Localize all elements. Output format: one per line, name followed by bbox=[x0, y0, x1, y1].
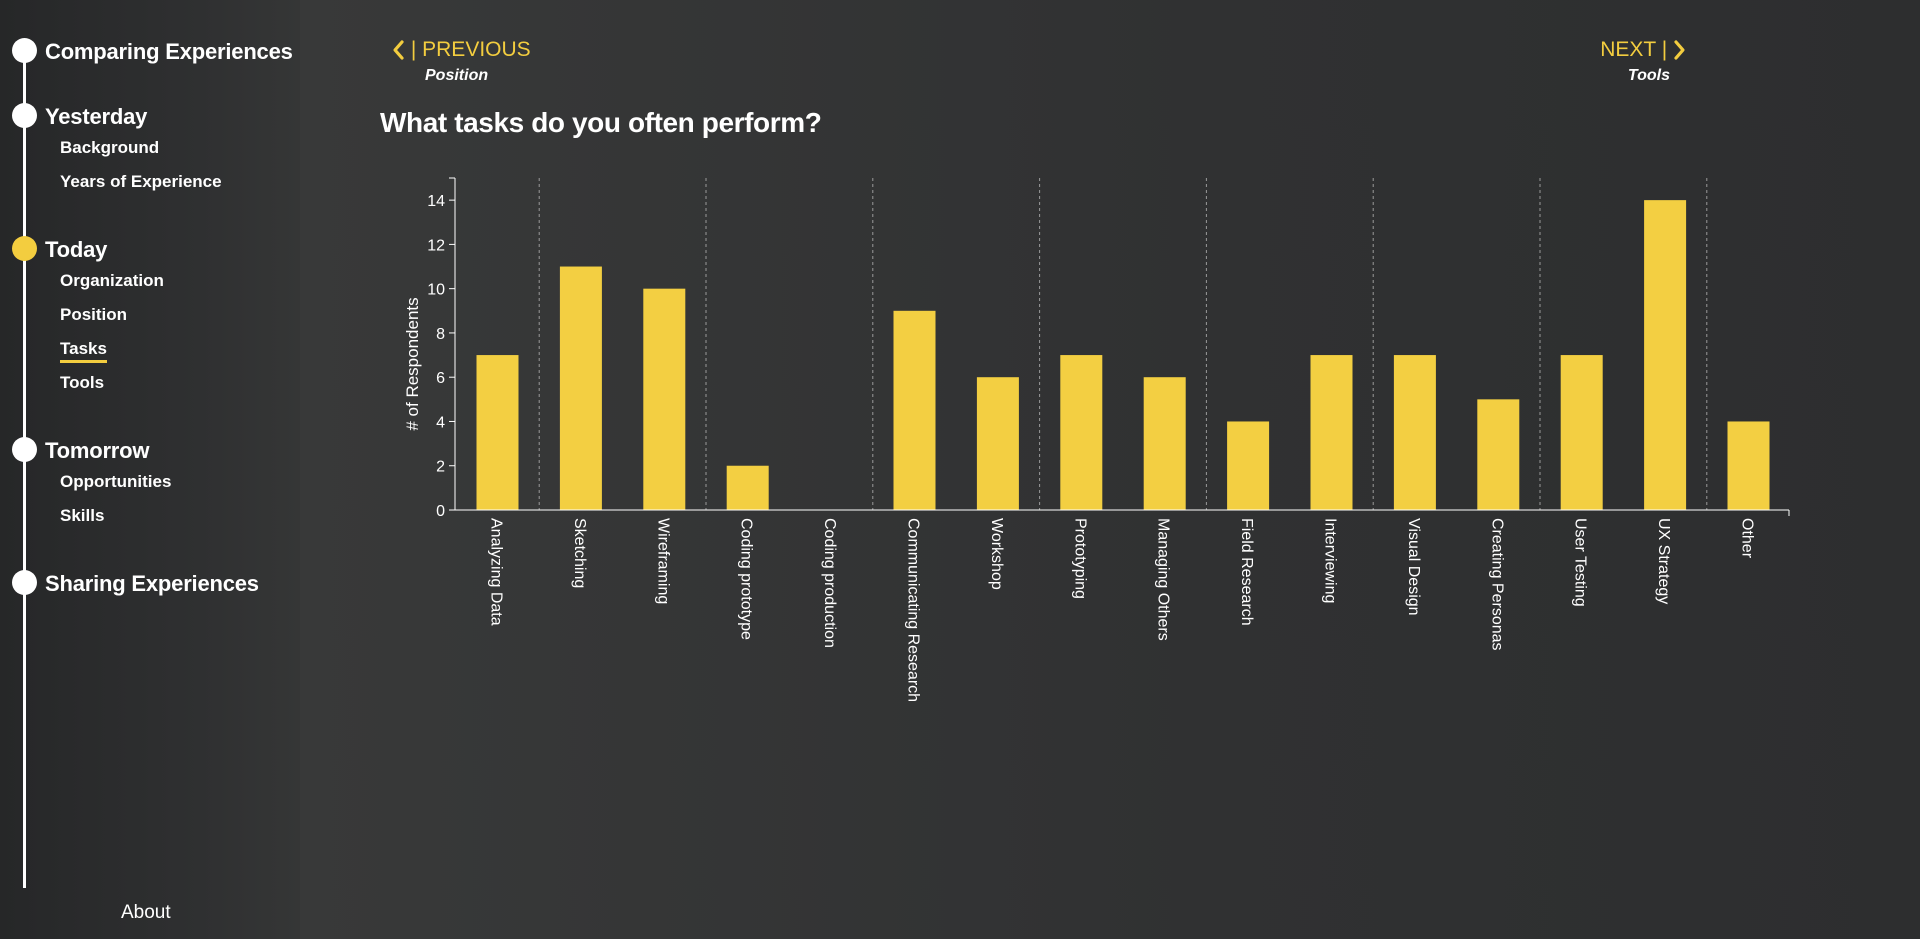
x-tick-label: Coding production bbox=[821, 518, 838, 648]
section-title: Today bbox=[45, 237, 108, 262]
next-button[interactable]: NEXT | bbox=[1600, 38, 1687, 62]
bar bbox=[643, 288, 686, 510]
timeline-dot-icon bbox=[12, 38, 37, 63]
x-tick-label: Creating Personas bbox=[1488, 518, 1505, 651]
y-axis: 0 2 4 6 8 10 12 14 bbox=[427, 177, 456, 520]
bar bbox=[1060, 355, 1103, 510]
section-head-comparing-experiences[interactable]: Comparing Experiences bbox=[0, 36, 300, 66]
bar bbox=[726, 465, 769, 510]
bar bbox=[1727, 421, 1770, 510]
sidebar-item-label: Opportunities bbox=[60, 472, 172, 491]
sidebar-item-opportunities[interactable]: Opportunities bbox=[60, 465, 300, 499]
sidebar-item-years-of-experience[interactable]: Years of Experience bbox=[60, 165, 300, 199]
section-title: Comparing Experiences bbox=[45, 39, 293, 64]
sub-list-yesterday: Background Years of Experience bbox=[0, 131, 300, 199]
chevron-left-icon bbox=[393, 40, 404, 61]
chevron-right-icon bbox=[1674, 40, 1685, 61]
section-sharing-experiences: Sharing Experiences bbox=[0, 568, 300, 598]
bar bbox=[559, 266, 602, 510]
section-tomorrow: Tomorrow Opportunities Skills bbox=[0, 435, 300, 533]
sidebar-nav: Comparing Experiences Yesterday Backgrou… bbox=[0, 0, 300, 939]
x-tick-label: Field Research bbox=[1238, 518, 1255, 626]
sidebar-item-skills[interactable]: Skills bbox=[60, 499, 300, 533]
x-tick-label: Managing Others bbox=[1155, 518, 1172, 641]
sidebar-item-label: Position bbox=[60, 305, 128, 324]
x-tick-label: Analyzing Data bbox=[488, 518, 505, 626]
x-tick-label: Communicating Research bbox=[905, 518, 922, 702]
x-tick-label: Workshop bbox=[988, 518, 1005, 590]
x-tick-label: Other bbox=[1739, 518, 1756, 559]
previous-page-name: Position bbox=[425, 67, 489, 84]
y-tick-label: 10 bbox=[427, 282, 445, 299]
section-today: Today Organization Position Tasks Tools bbox=[0, 234, 300, 400]
x-tick-label: Visual Design bbox=[1405, 518, 1422, 616]
x-tick-label: Wireframing bbox=[654, 518, 671, 604]
section-yesterday: Yesterday Background Years of Experience bbox=[0, 101, 300, 199]
bar bbox=[476, 355, 519, 510]
sidebar-item-tasks[interactable]: Tasks bbox=[60, 332, 300, 366]
sub-list-tomorrow: Opportunities Skills bbox=[0, 465, 300, 533]
sidebar-item-label: Skills bbox=[60, 506, 105, 525]
section-title: Sharing Experiences bbox=[45, 571, 259, 596]
bar bbox=[1477, 399, 1520, 510]
sidebar-item-organization[interactable]: Organization bbox=[60, 264, 300, 298]
timeline-dot-icon bbox=[12, 570, 37, 595]
sidebar-item-label: Background bbox=[60, 138, 160, 157]
page-title: What tasks do you often perform? bbox=[380, 107, 822, 138]
x-tick-label: User Testing bbox=[1572, 518, 1589, 607]
timeline-line bbox=[23, 40, 26, 888]
x-tick-label: UX Strategy bbox=[1655, 518, 1672, 604]
timeline-dot-active-icon bbox=[12, 236, 37, 261]
sub-list-today: Organization Position Tasks Tools bbox=[0, 264, 300, 400]
sidebar-item-tools[interactable]: Tools bbox=[60, 366, 300, 400]
sidebar-item-label: Tools bbox=[60, 373, 105, 392]
y-tick-label: 6 bbox=[436, 370, 445, 387]
next-label: NEXT | bbox=[1600, 38, 1668, 61]
chart-bars bbox=[476, 200, 1770, 510]
x-tick-label: Coding prototype bbox=[738, 518, 755, 640]
y-tick-label: 8 bbox=[436, 326, 445, 343]
previous-label: | PREVIOUS bbox=[410, 38, 531, 61]
y-axis-label: # of Respondents bbox=[403, 297, 422, 430]
x-tick-label: Prototyping bbox=[1071, 518, 1088, 599]
section-head-sharing-experiences[interactable]: Sharing Experiences bbox=[0, 568, 300, 598]
sidebar-item-label: Tasks bbox=[60, 339, 107, 363]
y-tick-label: 2 bbox=[436, 459, 445, 476]
section-comparing-experiences: Comparing Experiences bbox=[0, 36, 300, 66]
sidebar-item-label: Organization bbox=[60, 271, 164, 290]
timeline-dot-icon bbox=[12, 103, 37, 128]
bar bbox=[1227, 421, 1270, 510]
section-head-today[interactable]: Today bbox=[0, 234, 300, 264]
x-tick-label: Sketching bbox=[571, 518, 588, 588]
bar bbox=[1644, 200, 1687, 510]
previous-button[interactable]: | PREVIOUS bbox=[391, 38, 531, 62]
sidebar-item-label: Years of Experience bbox=[60, 172, 222, 191]
next-page-name: Tools bbox=[1627, 67, 1670, 84]
about-link[interactable]: About bbox=[121, 902, 171, 923]
x-tick-label: Interviewing bbox=[1322, 518, 1339, 603]
y-tick-label: 14 bbox=[427, 193, 445, 210]
timeline-dot-icon bbox=[12, 437, 37, 462]
bar bbox=[1393, 355, 1436, 510]
y-tick-label: 0 bbox=[436, 503, 445, 520]
bar bbox=[1310, 355, 1353, 510]
section-title: Yesterday bbox=[45, 104, 148, 129]
bar bbox=[1143, 377, 1186, 510]
sidebar-item-position[interactable]: Position bbox=[60, 298, 300, 332]
y-tick-label: 4 bbox=[436, 414, 445, 431]
y-tick-label: 12 bbox=[427, 237, 445, 254]
x-axis: Analyzing Data Sketching Wireframing Coding… bbox=[455, 509, 1790, 702]
section-head-tomorrow[interactable]: Tomorrow bbox=[0, 435, 300, 465]
bar bbox=[976, 377, 1019, 510]
section-title: Tomorrow bbox=[45, 438, 150, 463]
bar bbox=[1560, 355, 1603, 510]
sidebar-item-background[interactable]: Background bbox=[60, 131, 300, 165]
section-head-yesterday[interactable]: Yesterday bbox=[0, 101, 300, 131]
bar bbox=[893, 310, 936, 510]
chart-separators bbox=[538, 178, 1708, 510]
